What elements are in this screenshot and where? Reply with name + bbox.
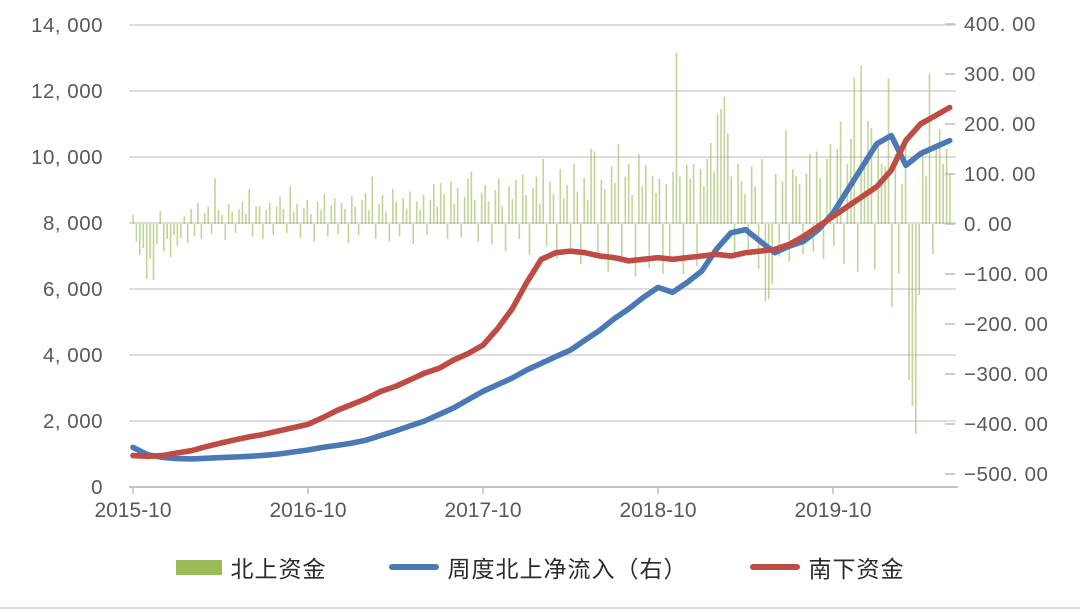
southbound-line-swatch-icon [749, 564, 800, 570]
northbound-bar-swatch-icon [175, 559, 222, 575]
svg-text:−400. 00: −400. 00 [964, 413, 1048, 436]
svg-text:2018-10: 2018-10 [619, 499, 696, 522]
svg-text:14, 000: 14, 000 [31, 14, 103, 37]
svg-text:100. 00: 100. 00 [964, 163, 1036, 186]
svg-text:−100. 00: −100. 00 [964, 263, 1048, 286]
svg-text:300. 00: 300. 00 [964, 63, 1036, 86]
legend-item-weekly-northbound-net-inflow: 周度北上净流入（右） [388, 550, 688, 584]
legend-label-southbound-funds: 南下资金 [808, 556, 905, 582]
legend-label-weekly-northbound-net-inflow: 周度北上净流入（右） [447, 556, 688, 582]
svg-text:200. 00: 200. 00 [964, 113, 1036, 136]
svg-text:2017-10: 2017-10 [444, 499, 521, 522]
svg-text:2019-10: 2019-10 [794, 499, 871, 522]
svg-text:400. 00: 400. 00 [964, 13, 1036, 36]
svg-text:2016-10: 2016-10 [269, 499, 346, 522]
legend: 北上资金 周度北上净流入（右） 南下资金 [0, 550, 1080, 584]
legend-label-northbound-funds: 北上资金 [230, 556, 327, 582]
svg-text:6, 000: 6, 000 [43, 278, 103, 301]
weekly-net-inflow-line-swatch-icon [388, 564, 439, 570]
svg-text:0. 00: 0. 00 [964, 213, 1012, 236]
svg-text:8, 000: 8, 000 [43, 212, 103, 235]
svg-text:2015-10: 2015-10 [94, 499, 171, 522]
legend-item-northbound-funds: 北上资金 [175, 550, 327, 584]
svg-text:4, 000: 4, 000 [43, 344, 103, 367]
svg-text:2, 000: 2, 000 [43, 410, 103, 433]
page-divider [0, 607, 1080, 609]
legend-item-southbound-funds: 南下资金 [749, 550, 905, 584]
svg-text:12, 000: 12, 000 [31, 80, 103, 103]
svg-text:−200. 00: −200. 00 [964, 313, 1048, 336]
svg-text:−300. 00: −300. 00 [964, 363, 1048, 386]
svg-text:10, 000: 10, 000 [31, 146, 103, 169]
svg-text:−500. 00: −500. 00 [964, 463, 1048, 486]
svg-text:0: 0 [91, 476, 103, 499]
